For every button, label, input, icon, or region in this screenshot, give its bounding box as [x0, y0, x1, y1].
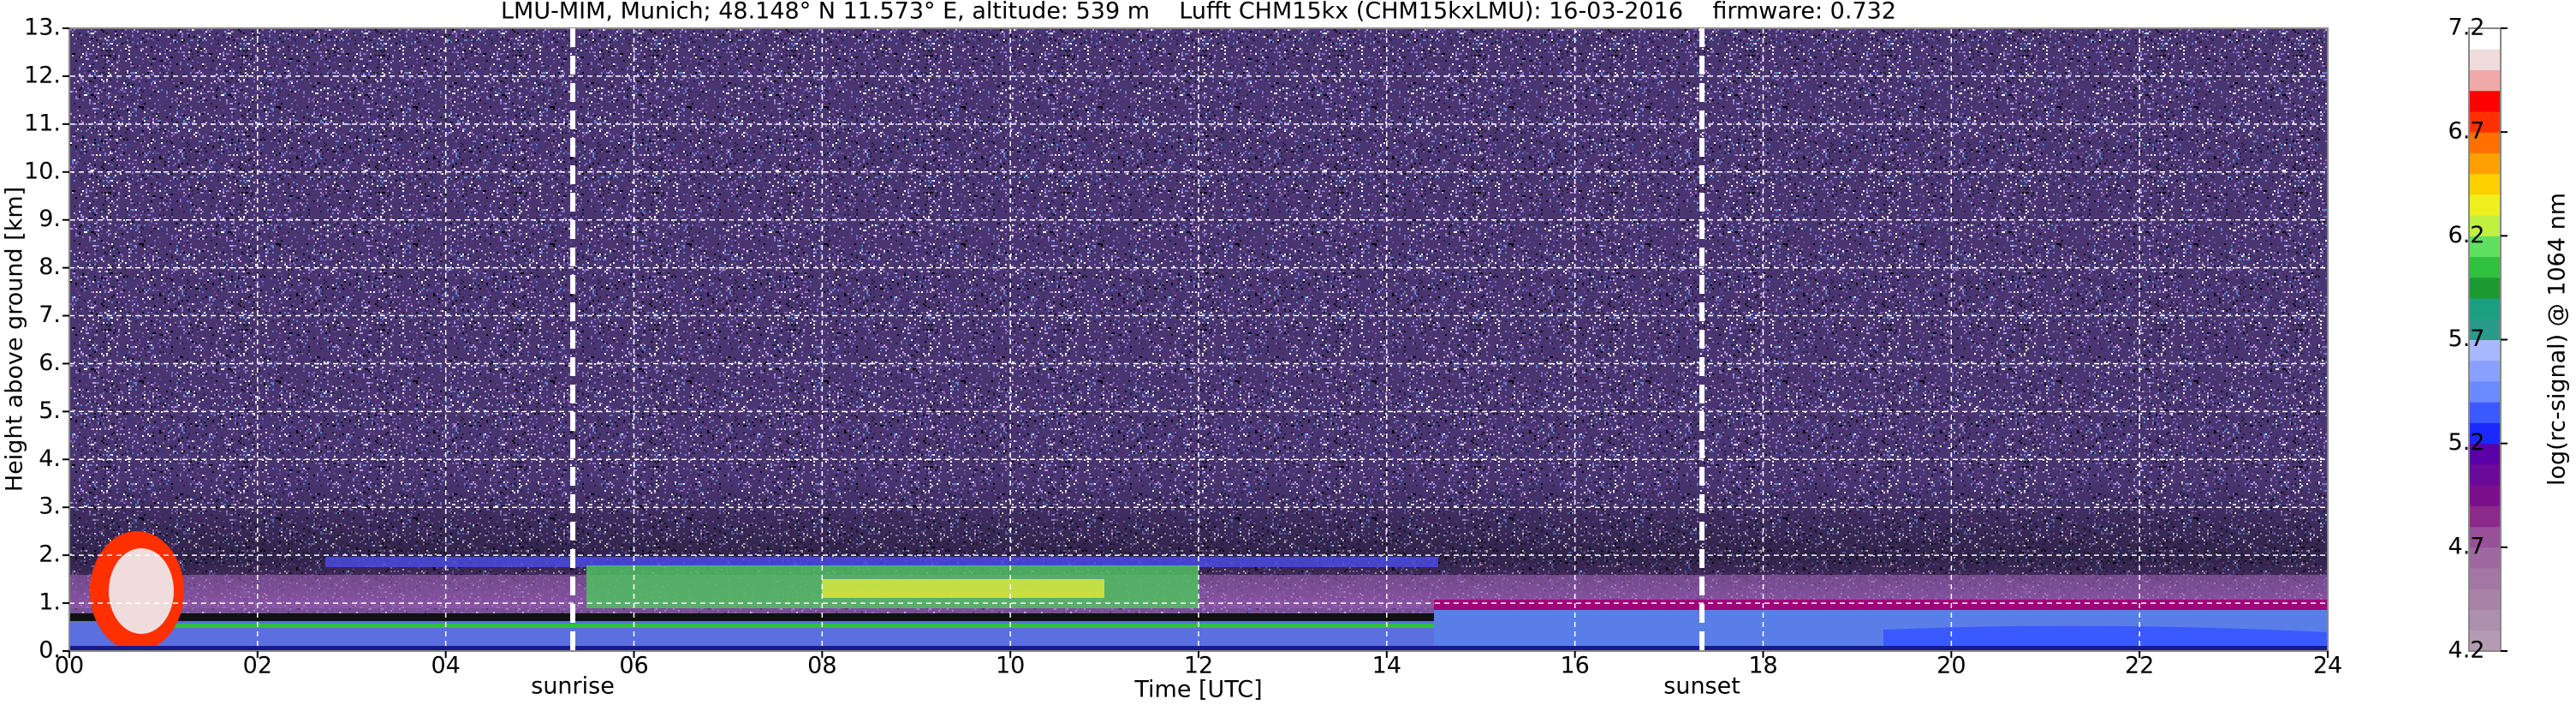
x-tick-label: 02 [243, 653, 272, 679]
colorbar-tick-label: 4.2 [2448, 637, 2485, 664]
colorbar-segment [2469, 173, 2501, 195]
y-tick-label: 6. [39, 350, 61, 376]
colorbar-segment [2469, 568, 2501, 589]
green-line [103, 624, 1434, 628]
y-tick-label: 0. [39, 637, 61, 664]
x-tick-label: 24 [2313, 653, 2342, 679]
grid [68, 27, 2329, 652]
y-tick-label: 10. [24, 158, 61, 184]
colorbar-segment [2469, 215, 2501, 236]
x-tick-label: 12 [1184, 653, 1213, 679]
x-tick-label: 20 [1936, 653, 1966, 679]
colorbar-segment [2469, 402, 2501, 423]
colorbar-segment [2469, 256, 2501, 278]
colorbar-segment [2469, 194, 2501, 216]
colorbar-segment [2469, 609, 2501, 631]
y-tick-label: 4. [39, 445, 61, 472]
black-band [69, 613, 1434, 621]
colorbar-segment [2469, 463, 2501, 486]
event-label: sunrise [531, 673, 615, 700]
x-tick-label: 04 [431, 653, 460, 679]
y-tick-label: 3. [39, 493, 61, 520]
colorbar-segment [2469, 319, 2501, 340]
colorbar-segment [2469, 236, 2501, 258]
colorbar-segment [2469, 152, 2501, 175]
colorbar-tick-label: 6.7 [2448, 118, 2485, 145]
colorbar-segment [2469, 277, 2501, 299]
x-tick-label: 00 [55, 653, 84, 679]
upper-layer [325, 557, 1438, 567]
colorbar-tick-label: 6.2 [2448, 222, 2485, 248]
colorbar-segment [2469, 28, 2501, 50]
x-tick-label: 06 [619, 653, 648, 679]
colorbar-segment [2469, 111, 2501, 133]
colorbar-segment [2469, 339, 2501, 361]
colorbar-segment [2469, 132, 2501, 153]
x-tick-label: 18 [1748, 653, 1777, 679]
colorbar-tick-label: 5.7 [2448, 326, 2485, 352]
aerosol-top [1434, 600, 2328, 610]
ground-line [69, 646, 2328, 651]
x-axis-label: Time [UTC] [1133, 677, 1262, 703]
chart-title: LMU-MIM, Munich; 48.148° N 11.573° E, al… [501, 0, 1896, 25]
y-tick-label: 1. [39, 589, 61, 616]
x-tick-label: 14 [1372, 653, 1401, 679]
x-tick-label: 16 [1560, 653, 1589, 679]
x-tick-label: 08 [807, 653, 836, 679]
colorbar-segment [2469, 69, 2501, 92]
aerosol-core [1883, 625, 2328, 651]
y-tick-label: 5. [39, 397, 61, 424]
colorbar-segment [2469, 443, 2501, 465]
y-tick-label: 13. [24, 15, 61, 41]
colorbar-segment [2469, 360, 2501, 382]
event-label: sunset [1663, 673, 1740, 700]
colorbar-tick-label: 5.2 [2448, 429, 2485, 456]
colorbar-segment [2469, 49, 2501, 70]
y-axis-label: Height above ground [km] [2, 187, 28, 492]
y-tick-label: 7. [39, 302, 61, 328]
colorbar-segment [2469, 485, 2501, 506]
x-tick-label: 22 [2125, 653, 2154, 679]
y-tick-label: 12. [24, 62, 61, 88]
colorbar-label: log(rc-signal) @ 1064 nm [2544, 193, 2571, 486]
x-tick-label: 10 [996, 653, 1025, 679]
colorbar-segment [2469, 547, 2501, 569]
colorbar-tick-label: 7.2 [2448, 15, 2485, 41]
colorbar-segment [2469, 526, 2501, 548]
y-tick-label: 2. [39, 541, 61, 568]
colorbar-segment [2469, 505, 2501, 528]
cloud-white [109, 548, 174, 634]
y-tick-label: 8. [39, 254, 61, 280]
y-tick-label: 11. [24, 110, 61, 136]
yellow-layer [822, 579, 1104, 598]
colorbar-segment [2469, 422, 2501, 445]
colorbar-segment [2469, 589, 2501, 611]
colorbar-segment [2469, 380, 2501, 403]
colorbar-segment [2469, 630, 2501, 652]
colorbar-tick-label: 4.7 [2448, 533, 2485, 559]
y-tick-label: 9. [39, 206, 61, 232]
colorbar-segment [2469, 298, 2501, 320]
colorbar-segment [2469, 90, 2501, 112]
